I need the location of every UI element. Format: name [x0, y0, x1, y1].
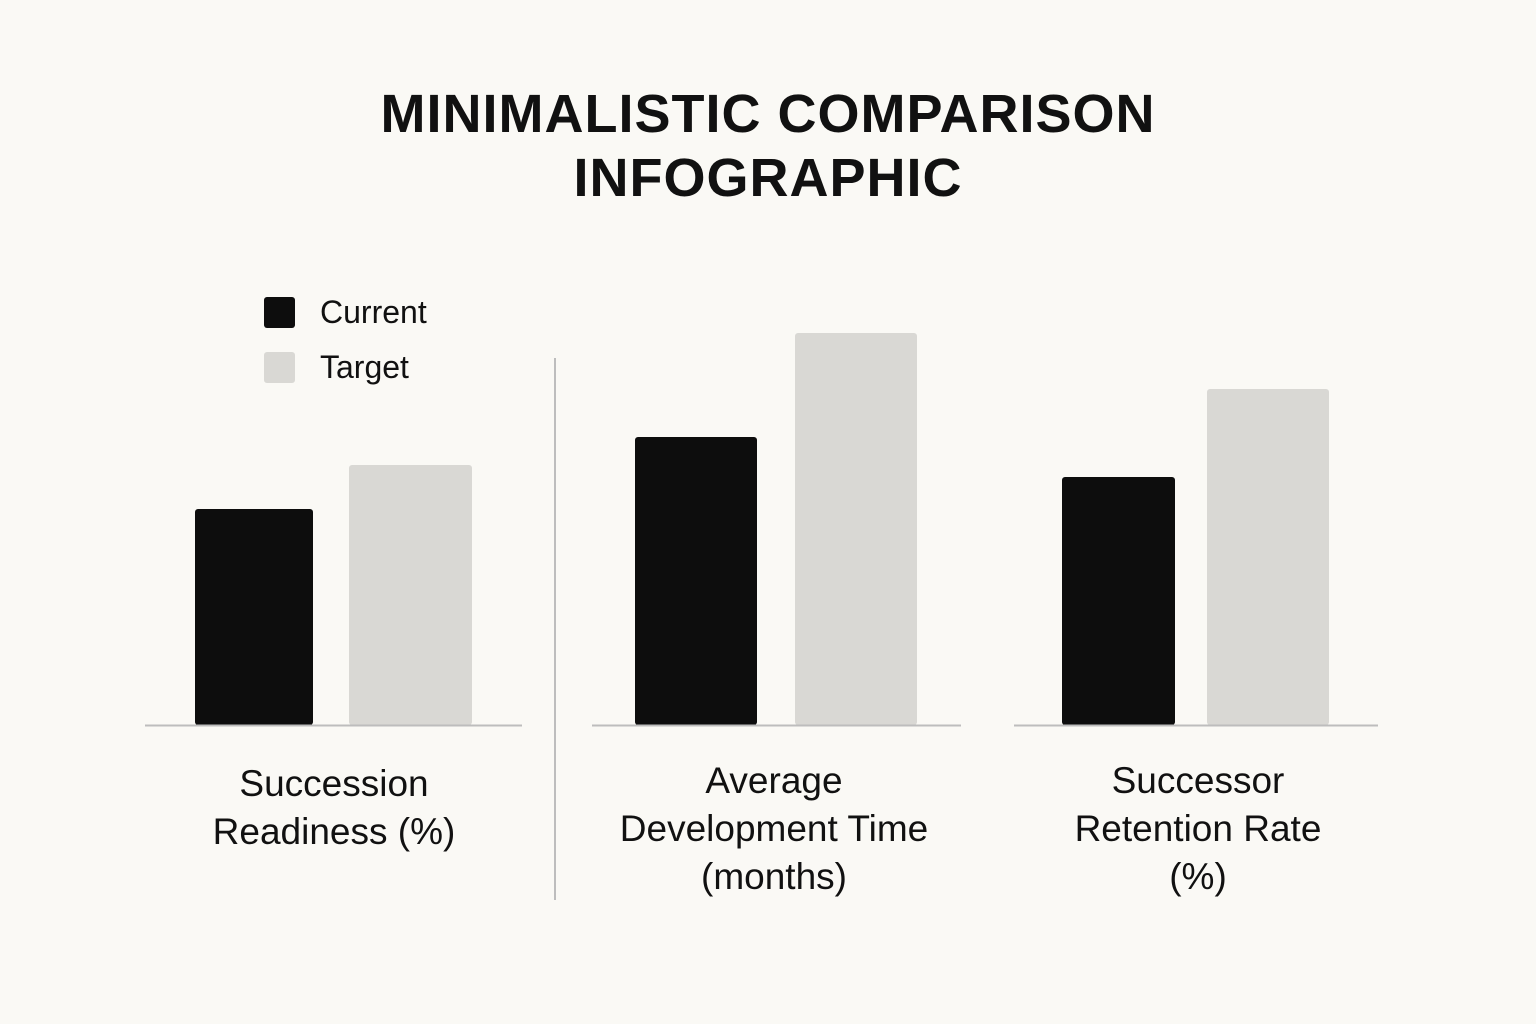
category-labels: Succession Readiness (%) Average Developmen…	[213, 760, 1322, 897]
legend-label-current: Current	[320, 294, 427, 330]
bar-1-current	[195, 509, 313, 725]
category-label-3: Successor Retention Rate (%)	[1075, 760, 1322, 897]
bar-2-target	[795, 333, 917, 725]
category-label-2-line-3: (months)	[701, 856, 847, 897]
category-label-2-line-2: Development Time	[620, 808, 928, 849]
category-label-1: Succession Readiness (%)	[213, 763, 456, 852]
category-label-2: Average Development Time (months)	[620, 760, 928, 897]
bar-3-current	[1062, 477, 1175, 725]
legend-label-target: Target	[320, 349, 409, 385]
category-label-3-line-1: Successor	[1112, 760, 1285, 801]
bar-2-current	[635, 437, 757, 725]
bar-3-target	[1207, 389, 1329, 725]
category-label-1-line-1: Succession	[239, 763, 428, 804]
chart-title-line-2: INFOGRAPHIC	[573, 148, 963, 208]
category-label-3-line-2: Retention Rate	[1075, 808, 1322, 849]
chart-title-line-1: MINIMALISTIC COMPARISON	[380, 84, 1156, 144]
chart-title: MINIMALISTIC COMPARISON INFOGRAPHIC	[0, 82, 1536, 210]
legend-swatch-target	[264, 352, 295, 383]
bar-group	[195, 333, 1329, 725]
category-label-2-line-1: Average	[705, 760, 842, 801]
legend: Current Target	[264, 294, 427, 385]
category-label-1-line-2: Readiness (%)	[213, 811, 456, 852]
category-label-3-line-3: (%)	[1169, 856, 1227, 897]
legend-swatch-current	[264, 297, 295, 328]
bar-1-target	[349, 465, 472, 725]
